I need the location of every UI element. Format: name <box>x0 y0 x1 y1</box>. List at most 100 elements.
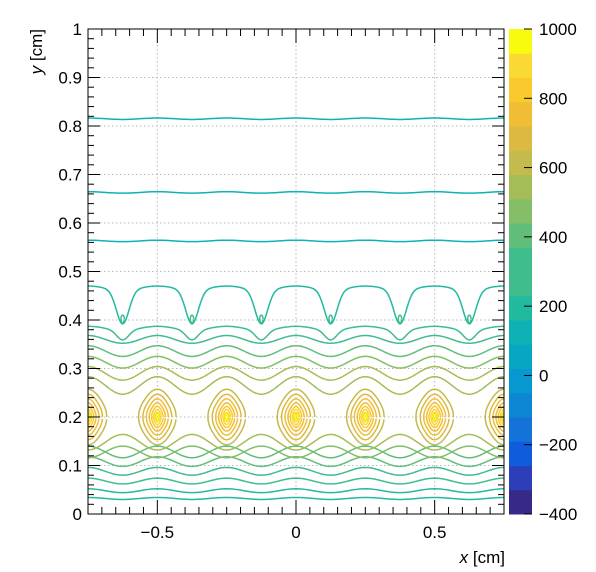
saddle-loop <box>189 314 195 324</box>
wire-ring <box>220 405 234 429</box>
colorbar-cell <box>509 368 532 394</box>
wire-ring <box>154 411 161 423</box>
wire-ring <box>353 398 378 436</box>
wavy-contour <box>88 355 504 369</box>
wire-ring <box>291 408 301 426</box>
wire-ring <box>223 411 230 423</box>
wavy-contour <box>88 344 504 358</box>
colorbar-cell <box>509 320 532 345</box>
gridlines <box>88 29 504 514</box>
colorbar <box>509 28 532 515</box>
wavy-contour <box>88 433 504 451</box>
colorbar-cell <box>509 29 532 54</box>
wire-ring <box>142 393 173 441</box>
wire-ring <box>150 405 164 429</box>
wire-ring <box>148 402 167 432</box>
colorbar-cell <box>509 441 532 466</box>
colorbar-tick-label: 400 <box>539 228 567 247</box>
wire-ring <box>145 398 170 436</box>
colorbar-tick-label: 0 <box>539 366 548 385</box>
y-axis-title: y [cm] <box>27 29 46 75</box>
saddle-loop <box>397 314 403 324</box>
x-tick-label: 0 <box>291 523 300 542</box>
y-tick-labels: 0 0.1 0.2 0.3 0.4 0.5 0.6 0.7 0.8 0.9 1 <box>58 20 82 524</box>
colorbar-cell <box>509 271 532 297</box>
colorbar-tick-label: −200 <box>539 436 577 455</box>
wire-ring <box>363 413 368 421</box>
x-axis-variable: x <box>459 548 469 567</box>
wire-ring <box>488 393 504 441</box>
colorbar-tick-label: 1000 <box>539 20 577 39</box>
saddle-contour <box>88 325 504 341</box>
colorbar-tick-label: −400 <box>539 505 577 524</box>
y-tick-label: 0.4 <box>58 311 82 330</box>
y-tick-label: 0 <box>73 505 82 524</box>
wavy-contour <box>88 445 504 459</box>
x-axis-title: x [cm] <box>459 548 505 567</box>
x-tick-labels: −0.5 0 0.5 <box>141 523 447 542</box>
axis-ticks <box>88 28 504 515</box>
field-line <box>88 190 504 194</box>
y-tick-label: 0.7 <box>58 166 82 185</box>
wire-ring <box>88 402 97 432</box>
wire-ring <box>88 388 108 446</box>
field-line <box>88 239 504 243</box>
colorbar-cell <box>509 295 532 321</box>
wire-ring <box>88 393 104 441</box>
y-tick-label: 0.8 <box>58 117 82 136</box>
colorbar-tick-label: 800 <box>539 89 567 108</box>
colorbar-cell <box>509 223 532 248</box>
wire-ring <box>88 398 100 436</box>
y-tick-label: 0.6 <box>58 214 82 233</box>
colorbar-cell <box>509 174 532 200</box>
wire-ring <box>422 398 447 436</box>
field-line <box>88 117 504 121</box>
wire-ring <box>222 408 232 426</box>
wire-ring <box>152 408 162 426</box>
saddle-loop <box>258 314 264 324</box>
wavy-contour <box>88 365 504 381</box>
wire-ring <box>88 405 95 429</box>
x-tick-label: −0.5 <box>141 523 175 542</box>
wire-ring <box>137 388 177 446</box>
wire-ring <box>155 413 160 421</box>
colorbar-cell <box>509 247 532 272</box>
wire-ring <box>280 393 312 441</box>
colorbar-cell <box>509 150 532 175</box>
wire-ring <box>495 402 504 432</box>
colorbar-cell <box>509 344 532 369</box>
contour-group <box>88 117 504 501</box>
colorbar-cell <box>509 198 532 224</box>
wire-ring <box>292 411 300 423</box>
colorbar-cell <box>509 465 532 491</box>
y-tick-label: 0.1 <box>58 457 82 476</box>
y-tick-label: 0.9 <box>58 69 82 88</box>
x-tick-label: 0.5 <box>423 523 447 542</box>
wire-ring <box>345 388 385 446</box>
wire-ring <box>276 388 316 446</box>
contour-lines <box>88 117 504 501</box>
wire-ring <box>88 411 92 423</box>
colorbar-tick-label: 200 <box>539 297 567 316</box>
colorbar-cell <box>509 392 532 418</box>
y-tick-label: 0.2 <box>58 408 82 427</box>
colorbar-cell <box>509 53 532 78</box>
saddle-loop <box>120 314 126 324</box>
colorbar-cell <box>509 126 532 151</box>
wire-ring <box>432 413 437 421</box>
wire-ring <box>431 411 438 423</box>
wire-ring <box>430 408 440 426</box>
wire-ring <box>214 398 239 436</box>
scalloped-contour <box>88 285 504 325</box>
wire-ring <box>287 402 305 432</box>
field-line <box>88 496 504 501</box>
wire-ring <box>224 413 229 421</box>
field-line <box>88 445 504 459</box>
y-tick-label: 1 <box>73 20 82 39</box>
colorbar-cell <box>509 101 532 127</box>
y-axis-variable: y <box>27 64 46 75</box>
wire-ring <box>415 388 455 446</box>
wire-ring <box>356 402 375 432</box>
wire-ring <box>358 405 372 429</box>
y-axis-unit: [cm] <box>27 29 46 66</box>
